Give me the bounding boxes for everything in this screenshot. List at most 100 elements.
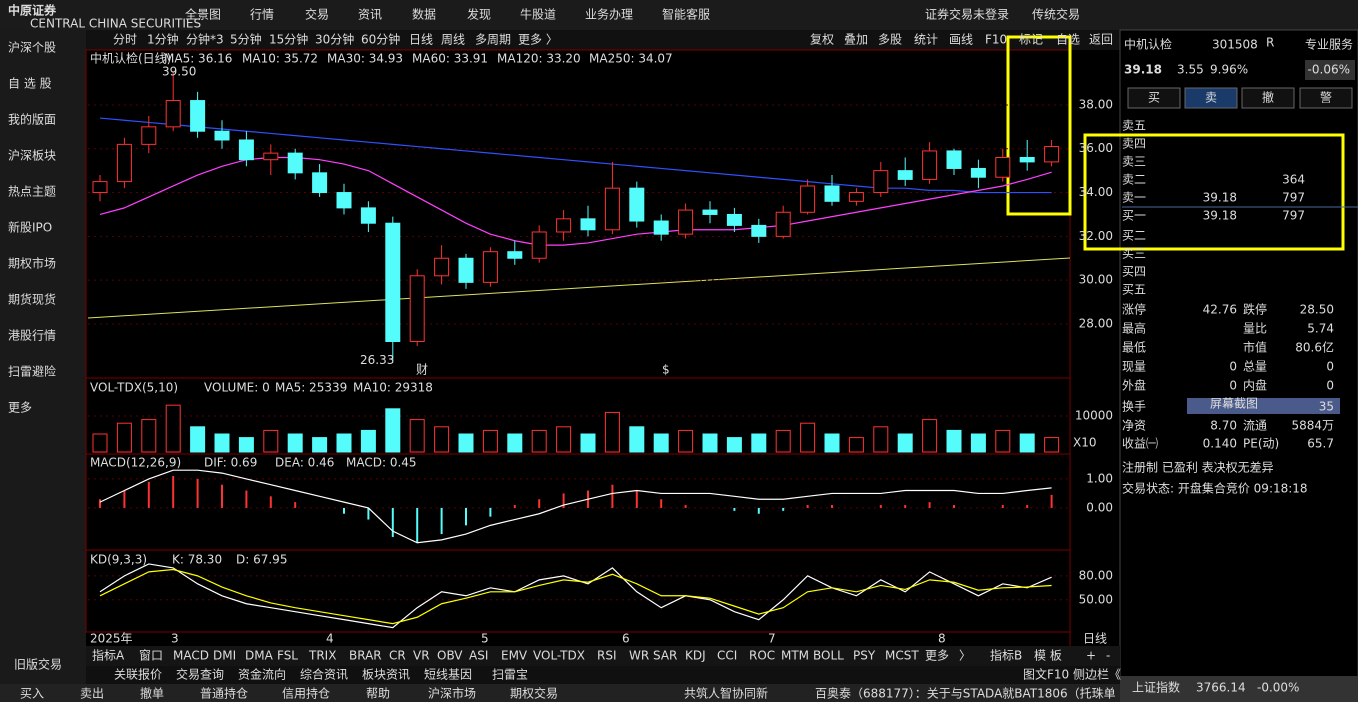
menu-item[interactable]: 牛股道 — [520, 7, 556, 22]
indicator-tab[interactable]: BRAR — [349, 649, 382, 663]
indicator-tab[interactable]: CCI — [717, 649, 737, 663]
indicator-tab[interactable]: MTM — [781, 649, 809, 663]
menu-item[interactable]: 全景图 — [185, 7, 221, 22]
indicator-tab[interactable]: BOLL — [813, 649, 844, 663]
period-tab[interactable]: 1分钟 — [147, 32, 179, 47]
menu-item[interactable]: 行情 — [250, 8, 274, 22]
indicator-tab[interactable]: 指标A — [92, 648, 125, 663]
period-tab[interactable]: 周线 — [441, 33, 465, 47]
indicator-tab[interactable]: OBV — [437, 649, 463, 663]
trade-button[interactable] — [1184, 87, 1238, 109]
sidebar-item[interactable]: 沪深个股 — [8, 41, 56, 55]
info-tab[interactable]: 交易查询 — [176, 667, 224, 682]
period-tab[interactable]: 多周期 — [475, 33, 511, 47]
indicator-tab[interactable]: ASI — [469, 649, 488, 663]
old-trade[interactable]: 旧版交易 — [14, 657, 62, 672]
status-item[interactable]: 期权交易 — [510, 686, 558, 701]
trade-button[interactable] — [1241, 87, 1295, 109]
status-item[interactable]: 卖出 — [80, 687, 104, 701]
indicator-tab[interactable]: DMI — [213, 649, 236, 663]
period-tab[interactable]: 日线 — [409, 33, 433, 47]
indicator-tab[interactable]: RSI — [597, 649, 617, 663]
tool-button[interactable]: 自选 — [1056, 33, 1080, 47]
indicator-tab[interactable]: CR — [389, 649, 406, 663]
trade-button[interactable] — [1127, 87, 1181, 109]
sidebar-item[interactable]: 期权市场 — [8, 256, 56, 271]
menu-item[interactable]: 发现 — [467, 7, 491, 22]
tool-button[interactable]: F10 — [985, 33, 1007, 47]
status-item[interactable]: 撤单 — [140, 686, 164, 701]
sidebar-item[interactable]: 热点主题 — [8, 185, 56, 199]
info-tab[interactable]: 综合资讯 — [300, 667, 348, 682]
status-item[interactable]: 帮助 — [366, 687, 390, 701]
indicator-tab[interactable]: SAR — [653, 649, 677, 663]
period-tab[interactable]: 5分钟 — [230, 32, 262, 47]
tool-button[interactable]: 叠加 — [844, 33, 868, 47]
info-tab[interactable]: 关联报价 — [114, 667, 162, 682]
tool-button[interactable]: 复权 — [810, 33, 834, 47]
info-tab[interactable]: 短线基因 — [424, 668, 472, 682]
tool-button[interactable]: 多股 — [878, 33, 902, 47]
indicator-tab[interactable]: TRIX — [308, 649, 336, 663]
indicator-tab[interactable]: EMV — [501, 649, 528, 663]
status-item[interactable]: 信用持仓 — [282, 686, 330, 701]
period-tab[interactable]: 更多 〉 — [518, 33, 558, 47]
sidebar-item[interactable]: 扫雷避险 — [8, 364, 56, 379]
tool-button[interactable]: 返回 — [1089, 33, 1113, 47]
sidebar-item[interactable]: 沪深板块 — [8, 149, 56, 163]
indicator-tab[interactable]: VR — [413, 649, 430, 663]
trade-button-label[interactable]: 买 — [1148, 91, 1160, 105]
menu-item[interactable]: 数据 — [412, 7, 436, 22]
indicator-tab[interactable]: MCST — [885, 649, 919, 663]
period-tab[interactable]: 30分钟 — [315, 32, 354, 47]
indicator-tab[interactable]: KDJ — [685, 649, 706, 663]
candle-body — [312, 172, 328, 194]
pro-service[interactable]: 专业服务 — [1305, 37, 1353, 52]
sidebar-item[interactable]: 港股行情 — [8, 329, 56, 343]
indicator-tab[interactable]: 模 板 — [1034, 649, 1062, 663]
sidebar-item[interactable]: 新股IPO — [8, 220, 52, 235]
period-tab[interactable]: 15分钟 — [269, 32, 308, 47]
indicator-tab[interactable]: - — [1106, 649, 1110, 663]
tool-button[interactable]: 统计 — [914, 33, 938, 47]
menu-item[interactable]: 智能客服 — [662, 7, 710, 22]
info-tab[interactable]: 板块资讯 — [362, 668, 410, 682]
indicator-tab[interactable]: 〉 — [959, 649, 971, 663]
indicator-tab[interactable]: WR — [629, 649, 649, 663]
indicator-tab[interactable]: FSL — [277, 649, 298, 663]
indicator-tab[interactable]: MACD — [173, 649, 209, 663]
indicator-tab[interactable]: ROC — [749, 649, 775, 663]
sidebar-item[interactable]: 自 选 股 — [8, 77, 52, 91]
sidebar-item[interactable]: 我的版面 — [8, 112, 56, 127]
trade-button[interactable] — [1299, 87, 1353, 109]
indicator-tab[interactable]: VOL-TDX — [533, 649, 585, 663]
status-item[interactable]: 普通持仓 — [200, 686, 248, 701]
status-item[interactable]: 买入 — [20, 687, 44, 701]
period-tab[interactable]: 60分钟 — [361, 32, 400, 47]
period-tab[interactable]: 分时 — [113, 33, 137, 47]
period-tab[interactable]: 分钟*3 — [186, 32, 224, 47]
candle-body — [897, 170, 913, 180]
tool-button[interactable]: 画线 — [949, 33, 973, 47]
side-toggle[interactable]: 图文F10 侧边栏《 — [1023, 667, 1121, 682]
login-status[interactable]: 证券交易未登录 — [925, 7, 1009, 22]
indicator-tab[interactable]: + — [1086, 649, 1096, 663]
sidebar-item[interactable]: 期货现货 — [8, 292, 56, 307]
menu-item[interactable]: 业务办理 — [585, 7, 633, 22]
sidebar-item[interactable]: 更多 — [8, 401, 32, 415]
classic-trade[interactable]: 传统交易 — [1032, 7, 1080, 22]
indicator-tab[interactable]: 更多 — [925, 649, 949, 663]
indicator-tab[interactable]: 指标B — [990, 648, 1022, 663]
trade-button-label[interactable]: 卖 — [1205, 91, 1217, 105]
status-item[interactable]: 沪深市场 — [428, 686, 476, 701]
info-tab[interactable]: 资金流向 — [238, 667, 286, 682]
menu-item[interactable]: 资讯 — [358, 8, 382, 22]
tool-button[interactable]: 标记 — [1019, 33, 1043, 47]
indicator-tab[interactable]: PSY — [853, 649, 876, 663]
menu-item[interactable]: 交易 — [305, 7, 329, 22]
indicator-tab[interactable]: 窗口 — [139, 649, 163, 663]
indicator-tab[interactable]: DMA — [245, 649, 274, 663]
trade-button-label[interactable]: 撤 — [1262, 90, 1274, 105]
info-tab[interactable]: 扫雷宝 — [492, 668, 528, 682]
trade-button-label[interactable]: 警 — [1320, 90, 1332, 105]
